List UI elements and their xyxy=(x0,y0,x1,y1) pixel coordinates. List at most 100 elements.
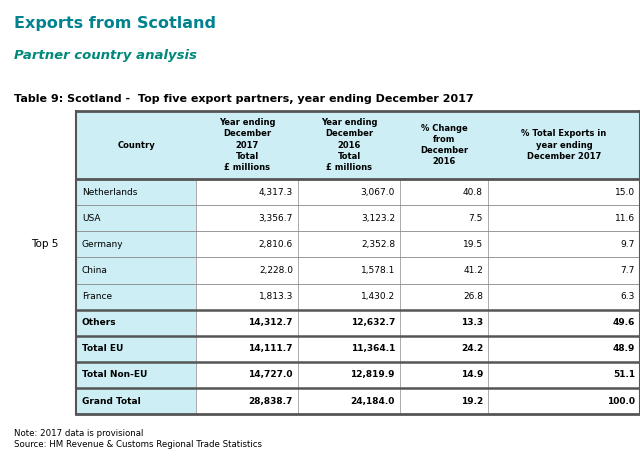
Text: 3,123.2: 3,123.2 xyxy=(361,214,395,223)
Bar xyxy=(76,336,196,362)
Text: 49.6: 49.6 xyxy=(612,318,635,327)
Text: Country: Country xyxy=(117,141,155,150)
Bar xyxy=(298,362,400,388)
Text: Table 9: Scotland -  Top five export partners, year ending December 2017: Table 9: Scotland - Top five export part… xyxy=(14,94,474,104)
Text: 24.2: 24.2 xyxy=(461,344,483,353)
Bar xyxy=(400,336,488,362)
Bar xyxy=(298,336,400,362)
Bar xyxy=(196,336,298,362)
Text: 41.2: 41.2 xyxy=(463,266,483,275)
Text: % Total Exports in
year ending
December 2017: % Total Exports in year ending December … xyxy=(522,129,607,160)
Bar xyxy=(400,388,488,414)
Bar xyxy=(400,284,488,310)
Text: Germany: Germany xyxy=(82,240,124,249)
Text: 12,632.7: 12,632.7 xyxy=(351,318,395,327)
Text: 13.3: 13.3 xyxy=(461,318,483,327)
Text: 3,356.7: 3,356.7 xyxy=(259,214,293,223)
Bar xyxy=(196,284,298,310)
Text: Total EU: Total EU xyxy=(82,344,124,353)
Text: 14,111.7: 14,111.7 xyxy=(248,344,293,353)
Bar xyxy=(298,257,400,284)
Text: 3,067.0: 3,067.0 xyxy=(360,188,395,197)
Bar xyxy=(488,257,640,284)
Text: 4,317.3: 4,317.3 xyxy=(259,188,293,197)
Text: Year ending
December
2016
Total
£ millions: Year ending December 2016 Total £ millio… xyxy=(321,118,377,172)
Bar xyxy=(196,310,298,336)
Bar xyxy=(76,111,640,179)
Text: 26.8: 26.8 xyxy=(463,292,483,301)
Text: 7.7: 7.7 xyxy=(621,266,635,275)
Text: 24,184.0: 24,184.0 xyxy=(351,396,395,406)
Bar xyxy=(76,257,196,284)
Text: 40.8: 40.8 xyxy=(463,188,483,197)
Bar xyxy=(196,205,298,231)
Bar xyxy=(488,205,640,231)
Text: 51.1: 51.1 xyxy=(613,371,635,379)
Bar xyxy=(196,231,298,257)
Bar xyxy=(488,388,640,414)
Text: % Change
from
December
2016: % Change from December 2016 xyxy=(420,124,468,166)
Text: 2,352.8: 2,352.8 xyxy=(361,240,395,249)
Bar xyxy=(196,362,298,388)
Text: 1,813.3: 1,813.3 xyxy=(259,292,293,301)
Text: 6.3: 6.3 xyxy=(621,292,635,301)
Bar xyxy=(76,362,196,388)
Bar xyxy=(400,257,488,284)
Text: 12,819.9: 12,819.9 xyxy=(351,371,395,379)
Bar xyxy=(196,257,298,284)
Text: Exports from Scotland: Exports from Scotland xyxy=(14,16,216,31)
Bar xyxy=(76,231,196,257)
Text: Note: 2017 data is provisional
Source: HM Revenue & Customs Regional Trade Stati: Note: 2017 data is provisional Source: H… xyxy=(14,429,262,448)
Bar xyxy=(400,231,488,257)
Bar xyxy=(298,205,400,231)
Bar xyxy=(400,179,488,205)
Text: USA: USA xyxy=(82,214,100,223)
Bar xyxy=(400,310,488,336)
Text: 19.2: 19.2 xyxy=(461,396,483,406)
Bar xyxy=(76,179,196,205)
Text: 1,578.1: 1,578.1 xyxy=(360,266,395,275)
Text: 14.9: 14.9 xyxy=(461,371,483,379)
Text: 100.0: 100.0 xyxy=(607,396,635,406)
Text: 11.6: 11.6 xyxy=(615,214,635,223)
Bar xyxy=(488,284,640,310)
Bar xyxy=(488,231,640,257)
Bar xyxy=(76,205,196,231)
Text: 9.7: 9.7 xyxy=(621,240,635,249)
Text: 19.5: 19.5 xyxy=(463,240,483,249)
Text: 48.9: 48.9 xyxy=(612,344,635,353)
Text: 2,810.6: 2,810.6 xyxy=(259,240,293,249)
Bar xyxy=(488,179,640,205)
Text: 11,364.1: 11,364.1 xyxy=(351,344,395,353)
Text: 2,228.0: 2,228.0 xyxy=(259,266,293,275)
Text: Year ending
December
2017
Total
£ millions: Year ending December 2017 Total £ millio… xyxy=(219,118,275,172)
Bar xyxy=(196,388,298,414)
Bar xyxy=(488,310,640,336)
Text: 1,430.2: 1,430.2 xyxy=(361,292,395,301)
Text: Partner country analysis: Partner country analysis xyxy=(14,49,197,62)
Text: 14,727.0: 14,727.0 xyxy=(248,371,293,379)
Bar xyxy=(488,362,640,388)
Bar xyxy=(76,284,196,310)
Bar xyxy=(298,388,400,414)
Text: 7.5: 7.5 xyxy=(468,214,483,223)
Bar xyxy=(298,284,400,310)
Text: France: France xyxy=(82,292,112,301)
Bar xyxy=(298,179,400,205)
Bar xyxy=(400,362,488,388)
Bar xyxy=(298,310,400,336)
Text: Total Non-EU: Total Non-EU xyxy=(82,371,147,379)
Bar xyxy=(76,388,196,414)
Bar xyxy=(400,205,488,231)
Text: 28,838.7: 28,838.7 xyxy=(248,396,293,406)
Bar xyxy=(196,179,298,205)
Text: Top 5: Top 5 xyxy=(31,239,59,250)
Text: Grand Total: Grand Total xyxy=(82,396,141,406)
Text: Netherlands: Netherlands xyxy=(82,188,138,197)
Bar xyxy=(76,310,196,336)
Text: Others: Others xyxy=(82,318,116,327)
Text: 14,312.7: 14,312.7 xyxy=(248,318,293,327)
Bar xyxy=(298,231,400,257)
Bar xyxy=(488,336,640,362)
Text: China: China xyxy=(82,266,108,275)
